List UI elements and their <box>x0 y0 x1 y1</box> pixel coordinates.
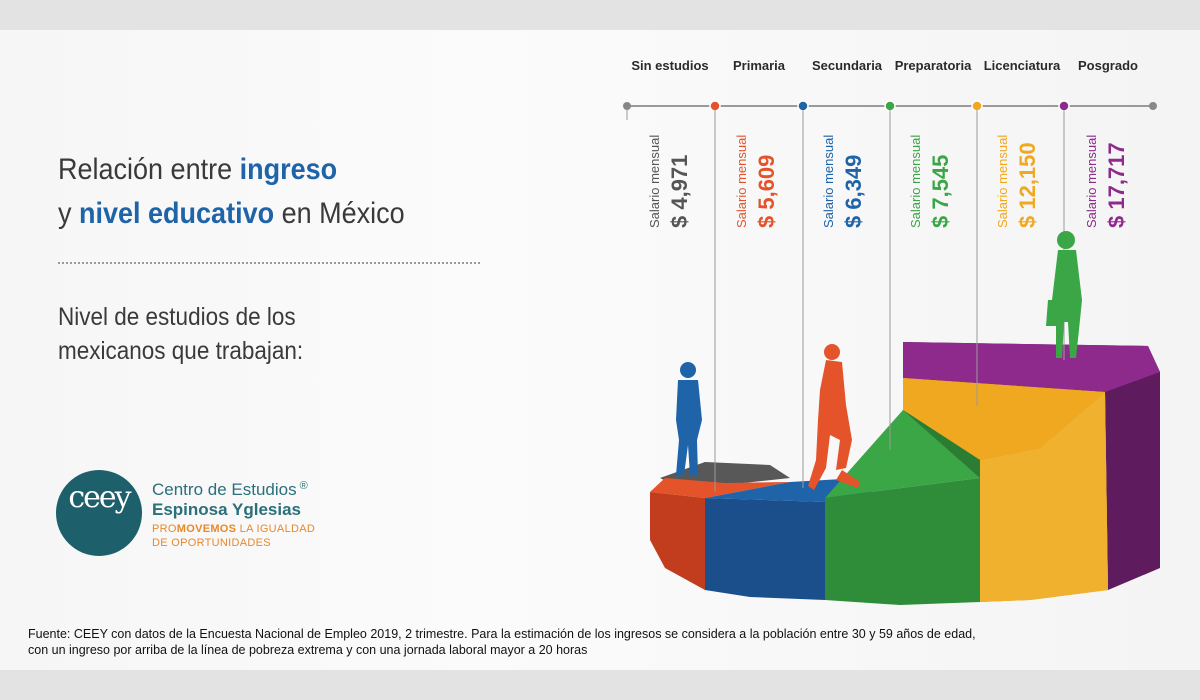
svg-text:$ 4,971: $ 4,971 <box>667 155 692 228</box>
timeline-dot-licenciatura <box>971 100 983 112</box>
level-licenciatura: Licenciatura <box>983 58 1061 73</box>
title-highlight-ingreso: ingreso <box>239 153 338 186</box>
level-primaria: Primaria <box>732 58 786 73</box>
level-sin-estudios: Sin estudios <box>631 58 709 73</box>
logo-name-line2: Espinosa Yglesias <box>152 500 301 519</box>
logo-tagline-line1: PROMOVEMOS LA IGUALDAD <box>152 523 316 535</box>
svg-text:$ 6,349: $ 6,349 <box>841 155 866 228</box>
timeline-dot-posgrado <box>1058 100 1070 112</box>
salary-preparatoria: Salario mensual $ 7,545 <box>908 135 953 228</box>
svg-text:$ 12,150: $ 12,150 <box>1015 142 1040 228</box>
salary-posgrado: Salario mensual $ 17,717 <box>1084 135 1129 228</box>
svg-text:$ 5,609: $ 5,609 <box>754 155 779 228</box>
svg-text:Salario mensual: Salario mensual <box>1084 135 1099 228</box>
salary-licenciatura: Salario mensual $ 12,150 <box>995 135 1040 228</box>
pie-top-preparatoria <box>825 410 980 498</box>
svg-text:Salario mensual: Salario mensual <box>821 135 836 228</box>
svg-text:$ 17,717: $ 17,717 <box>1104 142 1129 228</box>
subtitle: Nivel de estudios de los mexicanos que t… <box>58 303 304 365</box>
timeline-dot-preparatoria <box>884 100 896 112</box>
pie-front-licenciatura <box>980 392 1108 602</box>
level-secundaria: Secundaria <box>811 58 883 73</box>
pie-side-primaria <box>650 492 705 590</box>
pie-side-preparatoria <box>825 478 980 605</box>
pie-top-posgrado <box>903 342 1160 392</box>
level-preparatoria: Preparatoria <box>894 58 972 73</box>
title-text: en México <box>274 197 405 230</box>
logo-name-line1: Centro de Estudios ® <box>152 480 308 499</box>
title-text: y <box>58 197 80 230</box>
education-levels-header: Sin estudios Primaria Secundaria Prepara… <box>612 58 1172 80</box>
pie-side-secundaria <box>705 498 825 600</box>
timeline-dot-primaria <box>709 100 721 112</box>
svg-text:Salario mensual: Salario mensual <box>995 135 1010 228</box>
timeline-dot-secundaria <box>797 100 809 112</box>
salary-sin-estudios: Salario mensual $ 4,971 <box>647 135 692 228</box>
svg-text:Salario mensual: Salario mensual <box>647 135 662 228</box>
ceey-logo: ceey Centro de Estudios ® Espinosa Yglesi… <box>56 470 356 560</box>
salary-primaria: Salario mensual $ 5,609 <box>734 135 779 228</box>
dotted-divider <box>58 262 480 264</box>
person-silhouette-orange <box>808 344 860 490</box>
source-line2: con un ingreso por arriba de la línea de… <box>28 643 588 657</box>
person-silhouette-blue <box>676 362 702 475</box>
pie-top-primaria <box>650 478 790 498</box>
source-note: Fuente: CEEY con datos de la Encuesta Na… <box>28 626 1178 658</box>
pie-edge-preparatoria <box>903 410 980 478</box>
title-text: Relación entre <box>58 153 240 186</box>
source-line1: Fuente: CEEY con datos de la Encuesta Na… <box>28 627 976 641</box>
timeline-endpoint <box>1149 102 1157 110</box>
registered-mark: ® <box>299 480 308 492</box>
ceey-logo-mark: ceey <box>68 480 131 515</box>
logo-tagline-line2: DE OPORTUNIDADES <box>152 537 271 549</box>
salary-secundaria: Salario mensual $ 6,349 <box>821 135 866 228</box>
svg-text:Salario mensual: Salario mensual <box>734 135 749 228</box>
person-silhouette-green <box>1046 231 1082 358</box>
page-title: Relación entre ingreso y nivel educativo… <box>58 148 405 236</box>
timeline-endpoint <box>623 102 631 110</box>
pie-top-licenciatura <box>903 378 1105 460</box>
level-posgrado: Posgrado <box>1078 58 1138 73</box>
title-highlight-nivel: nivel educativo <box>79 197 275 230</box>
svg-text:Salario mensual: Salario mensual <box>908 135 923 228</box>
svg-text:$ 7,545: $ 7,545 <box>928 155 953 228</box>
ceey-logo-emblem: ceey <box>56 470 142 556</box>
